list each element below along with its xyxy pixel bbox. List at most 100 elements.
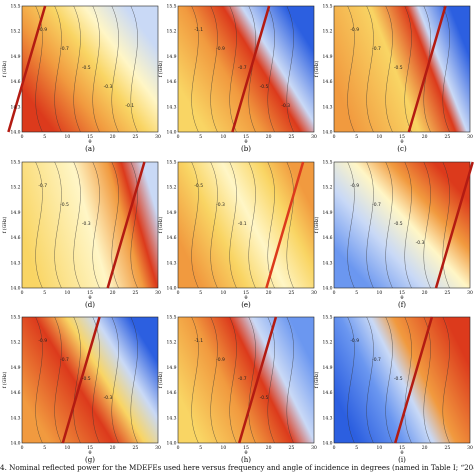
y-axis-label: f (GHz) — [1, 217, 8, 234]
x-tick-label: 30 — [467, 445, 473, 451]
contour-line — [366, 316, 374, 444]
y-tick-label: 14.3 — [166, 415, 176, 421]
contour-line — [385, 5, 393, 133]
y-tick-label: 15.5 — [322, 315, 332, 321]
x-tick-label: 15 — [243, 134, 249, 140]
panel-caption: (i) — [398, 456, 406, 464]
y-tick-label: 15.5 — [322, 4, 332, 10]
contour-line — [229, 161, 237, 289]
y-tick-label: 14.9 — [10, 210, 20, 216]
y-tick-label: 15.2 — [10, 29, 20, 35]
x-axis-label: θ — [400, 450, 403, 456]
contour-line — [404, 5, 412, 133]
plot-area — [21, 161, 159, 289]
contour-label: -0.9 — [350, 27, 359, 33]
y-tick-label: 15.5 — [10, 160, 20, 166]
x-tick-label: 20 — [422, 134, 428, 140]
x-tick-label: 10 — [376, 445, 382, 451]
y-tick-label: 14.3 — [322, 260, 332, 266]
x-tick-label: 10 — [64, 445, 70, 451]
y-tick-label: 15.2 — [10, 340, 20, 346]
x-tick-label: 5 — [43, 134, 46, 140]
contour-label: -0.9 — [38, 27, 47, 33]
contour-label: -0.9 — [216, 357, 225, 363]
resonance-band — [231, 5, 271, 133]
chart-panel-a: -0.9 -0.7 -0.5 -0.3 -0.1 0 5 10 15 20 25 30 15.5 15.2… — [1, 2, 162, 156]
contour-line — [111, 5, 119, 133]
contour-line — [248, 5, 256, 133]
contour-label: -0.3 — [216, 202, 225, 208]
contour-line — [73, 5, 81, 133]
chart-panel-h: -1.1 -0.9 -0.7 -0.5 0 5 10 15 20 25 30 15.5 15.2 14.9… — [157, 313, 318, 467]
chart-panel-f: -0.9 -0.7 -0.5 -0.3 0 5 10 15 20 25 30 15.5 15.2 14.9… — [313, 158, 474, 312]
x-tick-label: 15 — [87, 290, 93, 296]
y-axis-label: f (GHz) — [313, 61, 320, 78]
contour-line — [210, 161, 218, 289]
x-tick-label: 0 — [21, 445, 24, 451]
x-tick-label: 30 — [311, 134, 317, 140]
plot-area — [21, 316, 159, 444]
contour-line — [442, 161, 450, 289]
x-tick-label: 20 — [422, 290, 428, 296]
contour-line — [73, 316, 81, 444]
x-tick-label: 10 — [220, 290, 226, 296]
x-tick-label: 15 — [399, 445, 405, 451]
y-tick-label: 14.9 — [166, 210, 176, 216]
plot-area — [333, 161, 471, 289]
contour-line — [35, 161, 43, 289]
chart-panel-c: -0.9 -0.7 -0.5 0 5 10 15 20 25 30 15.5 15.2 14.9 14.6… — [313, 2, 474, 156]
x-tick-label: 15 — [243, 445, 249, 451]
x-tick-label: 0 — [177, 290, 180, 296]
y-tick-label: 14.6 — [322, 235, 332, 241]
resonance-band — [237, 316, 278, 444]
contour-line — [404, 161, 412, 289]
x-tick-label: 15 — [87, 134, 93, 140]
x-tick-label: 10 — [220, 134, 226, 140]
contour-line — [229, 316, 237, 444]
contour-line — [286, 316, 294, 444]
chart-panel-e: -0.5 -0.3 -0.1 0 5 10 15 20 25 30 15.5 15.2 14.9 14.6… — [157, 158, 318, 312]
y-tick-label: 14.9 — [322, 365, 332, 371]
contour-line — [404, 316, 412, 444]
plot-area — [333, 5, 471, 133]
x-tick-label: 25 — [444, 445, 450, 451]
panel-caption: (c) — [397, 145, 407, 153]
plot-area — [21, 5, 159, 133]
y-tick-label: 14.0 — [166, 441, 176, 447]
x-tick-label: 5 — [355, 290, 358, 296]
x-tick-label: 5 — [43, 290, 46, 296]
x-axis-label: θ — [88, 295, 91, 301]
y-tick-label: 15.2 — [322, 340, 332, 346]
x-tick-label: 30 — [467, 134, 473, 140]
contour-label: -0.7 — [372, 202, 381, 208]
y-tick-label: 14.9 — [10, 54, 20, 60]
contour-label: -0.5 — [194, 183, 203, 189]
contour-label: -0.7 — [372, 46, 381, 52]
x-tick-label: 15 — [399, 290, 405, 296]
contour-line — [191, 161, 199, 289]
x-axis-label: θ — [244, 295, 247, 301]
x-tick-label: 30 — [155, 290, 161, 296]
resonance-band — [265, 161, 305, 289]
y-tick-label: 14.6 — [10, 235, 20, 241]
contour-line — [92, 161, 100, 289]
heatmap-d: -0.7 -0.5 -0.3 0 5 10 15 20 25 30 15.5 15.2 14.9 14.6… — [1, 160, 161, 310]
x-tick-label: 25 — [132, 134, 138, 140]
x-tick-label: 25 — [444, 290, 450, 296]
y-tick-label: 15.5 — [166, 315, 176, 321]
x-tick-label: 10 — [376, 290, 382, 296]
chart-panel-b: -1.1 -0.9 -0.7 -0.5 -0.3 0 5 10 15 20 25 30 15.5 15.2… — [157, 2, 318, 156]
figure-caption: 4. Nominal reflected power for the MDEFE… — [0, 463, 474, 472]
contour-label: -0.5 — [394, 221, 403, 227]
x-tick-label: 0 — [333, 134, 336, 140]
y-tick-label: 14.0 — [10, 130, 20, 136]
contour-label: -0.7 — [60, 357, 69, 363]
contour-label: -0.9 — [216, 46, 225, 52]
y-tick-label: 14.0 — [322, 441, 332, 447]
x-tick-label: 20 — [110, 445, 116, 451]
y-tick-label: 14.9 — [322, 54, 332, 60]
x-tick-label: 5 — [355, 134, 358, 140]
contour-label: -1.1 — [194, 338, 203, 344]
y-tick-label: 15.2 — [322, 29, 332, 35]
contour-line — [35, 316, 43, 444]
